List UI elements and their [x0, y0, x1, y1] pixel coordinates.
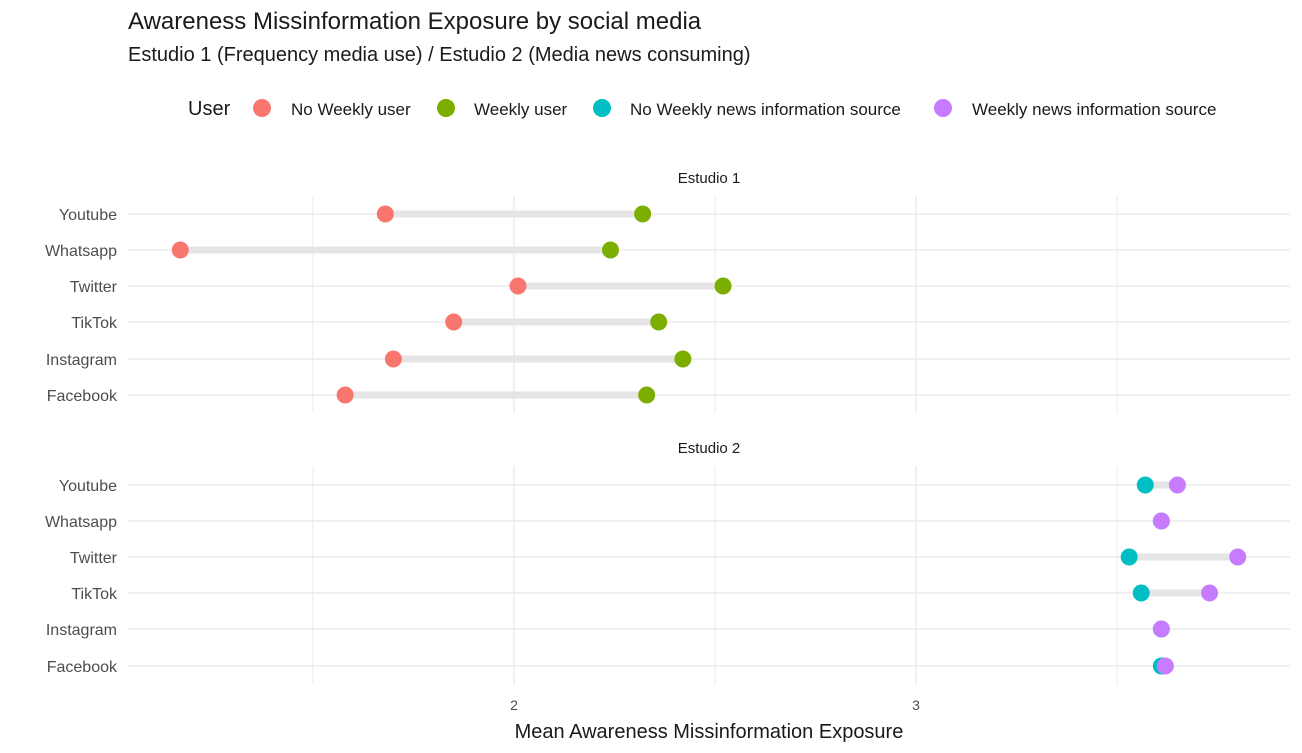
panel-label-estudio-2: Estudio 2: [678, 440, 741, 457]
legend-label-no-weekly-user: No Weekly user: [291, 100, 411, 119]
chart-subtitle: Estudio 1 (Frequency media use) / Estudi…: [128, 44, 751, 66]
category-label-estudio-1-instagram: Instagram: [46, 352, 117, 369]
legend-label-weekly-user: Weekly user: [474, 100, 568, 119]
point-estudio-2-weekly-news-information-source-whatsapp: [1152, 512, 1170, 530]
point-estudio-1-weekly-user-youtube: [634, 205, 652, 223]
point-estudio-1-no-weekly-user-whatsapp: [171, 241, 189, 259]
point-estudio-2-weekly-news-information-source-twitter: [1229, 548, 1247, 566]
point-estudio-1-no-weekly-user-facebook: [336, 386, 354, 404]
category-label-estudio-2-whatsapp: Whatsapp: [45, 514, 117, 531]
legend-title: User: [188, 98, 231, 120]
point-estudio-2-weekly-news-information-source-tiktok: [1201, 584, 1219, 602]
point-estudio-1-weekly-user-facebook: [638, 386, 656, 404]
category-label-estudio-1-facebook: Facebook: [47, 388, 118, 405]
legend-key-no-weekly-user: [253, 99, 271, 117]
point-estudio-2-no-weekly-news-information-source-youtube: [1136, 476, 1154, 494]
point-estudio-1-weekly-user-whatsapp: [601, 241, 619, 259]
category-label-estudio-2-youtube: Youtube: [59, 478, 117, 495]
point-estudio-2-weekly-news-information-source-instagram: [1152, 620, 1170, 638]
point-estudio-1-no-weekly-user-instagram: [384, 350, 402, 368]
point-estudio-1-no-weekly-user-youtube: [376, 205, 394, 223]
point-estudio-1-weekly-user-tiktok: [650, 313, 668, 331]
legend-label-no-weekly-news-information-source: No Weekly news information source: [630, 100, 901, 119]
category-label-estudio-2-instagram: Instagram: [46, 622, 117, 639]
legend-label-weekly-news-information-source: Weekly news information source: [972, 100, 1216, 119]
point-estudio-2-no-weekly-news-information-source-tiktok: [1132, 584, 1150, 602]
legend-key-no-weekly-news-information-source: [593, 99, 611, 117]
category-label-estudio-1-twitter: Twitter: [70, 279, 118, 296]
point-estudio-1-no-weekly-user-twitter: [509, 277, 527, 295]
category-label-estudio-1-tiktok: TikTok: [71, 315, 118, 332]
x-tick-label-3: 3: [912, 697, 920, 713]
point-estudio-2-weekly-news-information-source-youtube: [1168, 476, 1186, 494]
category-label-estudio-2-twitter: Twitter: [70, 550, 118, 567]
point-estudio-1-no-weekly-user-tiktok: [445, 313, 463, 331]
point-estudio-2-no-weekly-news-information-source-twitter: [1120, 548, 1138, 566]
point-estudio-1-weekly-user-twitter: [714, 277, 732, 295]
legend-key-weekly-news-information-source: [934, 99, 952, 117]
panel-label-estudio-1: Estudio 1: [678, 170, 741, 187]
legend-key-weekly-user: [437, 99, 455, 117]
point-estudio-2-weekly-news-information-source-facebook: [1156, 657, 1174, 675]
category-label-estudio-2-tiktok: TikTok: [71, 586, 118, 603]
category-label-estudio-2-facebook: Facebook: [47, 659, 118, 676]
x-axis-title: Mean Awareness Missinformation Exposure: [515, 721, 904, 743]
x-tick-label-2: 2: [510, 697, 518, 713]
category-label-estudio-1-whatsapp: Whatsapp: [45, 243, 117, 260]
chart-title: Awareness Missinformation Exposure by so…: [128, 8, 702, 35]
category-label-estudio-1-youtube: Youtube: [59, 207, 117, 224]
point-estudio-1-weekly-user-instagram: [674, 350, 692, 368]
